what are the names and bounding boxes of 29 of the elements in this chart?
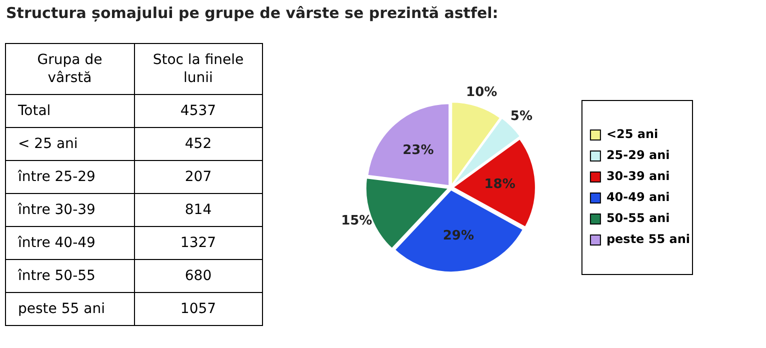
data-label: 29% (442, 228, 474, 244)
category-label: între 25-29 (6, 160, 134, 194)
data-label: 1327 (134, 226, 262, 260)
data-label: 814 (134, 194, 262, 226)
data-label: 4537 (134, 94, 262, 128)
data-label: 15% (341, 214, 372, 229)
text: Stoc la finele lunii (134, 44, 262, 94)
data-label: 207 (134, 160, 262, 194)
data-label: 5% (510, 109, 532, 124)
category-label: Total (6, 94, 134, 128)
legend-label: 40-49 ani (606, 190, 670, 204)
legend-label: peste 55 ani (606, 232, 690, 246)
category-label: între 40-49 (6, 226, 134, 260)
category-label: între 50-55 (6, 260, 134, 292)
legend-label: 25-29 ani (606, 148, 670, 162)
category-label: < 25 ani (6, 128, 134, 160)
data-label: 680 (134, 260, 262, 292)
data-label: 18% (484, 176, 516, 192)
legend-label: 50-55 ani (606, 211, 670, 226)
text: Grupa de vârstă (6, 44, 134, 94)
legend-label: <25 ani (606, 127, 658, 142)
data-label: 10% (466, 84, 498, 100)
data-label: 23% (402, 142, 434, 158)
category-label: între 30-39 (6, 194, 134, 226)
text: Structura șomajului pe grupe de vârste se prezintă astfel: (6, 4, 498, 22)
data-label: 1057 (134, 292, 262, 326)
category-label: peste 55 ani (6, 292, 134, 326)
data-label: 452 (134, 128, 262, 160)
legend-label: 30-39 ani (606, 169, 670, 184)
